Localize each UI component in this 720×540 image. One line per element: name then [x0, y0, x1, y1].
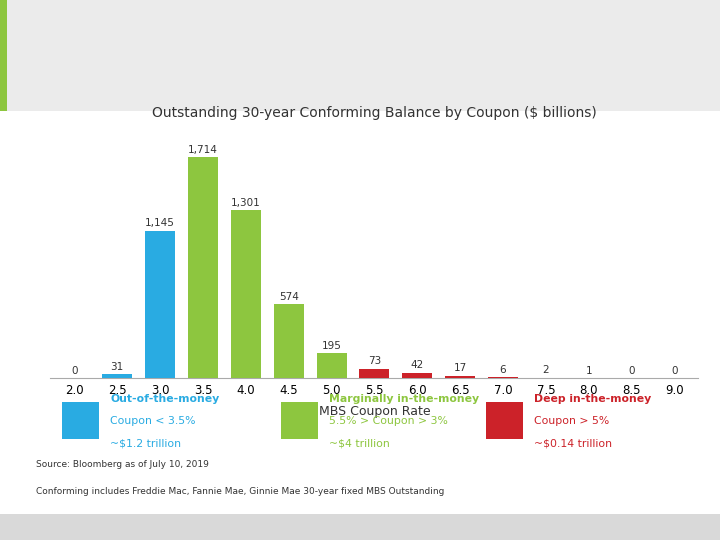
Text: 31: 31: [111, 362, 124, 372]
FancyBboxPatch shape: [487, 402, 523, 440]
Bar: [102, 374, 132, 378]
Text: Deep in-the-money: Deep in-the-money: [534, 394, 652, 403]
Text: ~$1.2 trillion: ~$1.2 trillion: [110, 438, 181, 448]
Text: 1,145: 1,145: [145, 218, 175, 228]
FancyBboxPatch shape: [281, 402, 318, 440]
Text: ~$0.14 trillion: ~$0.14 trillion: [534, 438, 612, 448]
X-axis label: MBS Coupon Rate: MBS Coupon Rate: [318, 405, 431, 418]
Text: Conforming includes Freddie Mac, Fannie Mae, Ginnie Mae 30-year fixed MBS Outsta: Conforming includes Freddie Mac, Fannie …: [36, 487, 444, 496]
Bar: [274, 304, 304, 378]
Bar: [145, 231, 175, 378]
Text: 17: 17: [454, 363, 467, 374]
Bar: [402, 373, 432, 378]
FancyBboxPatch shape: [63, 402, 99, 440]
Text: ~$4 trillion: ~$4 trillion: [329, 438, 390, 448]
Text: 0: 0: [71, 366, 78, 376]
Text: 1,301: 1,301: [231, 198, 261, 208]
Text: 0: 0: [629, 366, 635, 376]
Text: Coupon < 3.5%: Coupon < 3.5%: [110, 416, 196, 426]
Text: Source: Bloomberg as of July 10, 2019: Source: Bloomberg as of July 10, 2019: [36, 460, 209, 469]
Text: 5.5% > Coupon > 3%: 5.5% > Coupon > 3%: [329, 416, 448, 426]
Text: Mac: Mac: [601, 43, 648, 63]
Text: 1,714: 1,714: [188, 145, 218, 155]
Text: Marginally in-the-money: Marginally in-the-money: [329, 394, 479, 403]
Text: Coupon > 5%: Coupon > 5%: [534, 416, 609, 426]
Bar: [445, 376, 475, 378]
Bar: [488, 377, 518, 378]
Text: 1: 1: [585, 366, 592, 375]
Text: Outstanding 30-year Conforming Balance by Coupon ($ billions): Outstanding 30-year Conforming Balance b…: [152, 106, 597, 120]
Bar: [359, 369, 390, 378]
Text: 0: 0: [671, 366, 678, 376]
Text: Len Kiefer, Economic and Housing Research: Len Kiefer, Economic and Housing Researc…: [14, 523, 214, 531]
Text: 195: 195: [322, 341, 341, 350]
Text: 6: 6: [500, 365, 506, 375]
Text: Freddie: Freddie: [529, 43, 618, 63]
Text: 574: 574: [279, 292, 299, 302]
Text: © Freddie Mac    1: © Freddie Mac 1: [622, 523, 706, 531]
Bar: [317, 353, 346, 378]
Text: 42: 42: [410, 360, 424, 370]
Bar: [188, 157, 218, 378]
Text: Mortgage rates falling below 4% moves as much
as $4 trillion in-the-money for a : Mortgage rates falling below 4% moves as…: [13, 29, 504, 71]
Text: ^: ^: [559, 10, 577, 30]
Text: 2: 2: [542, 366, 549, 375]
Text: 73: 73: [368, 356, 381, 366]
Bar: [231, 211, 261, 378]
Text: Out-of-the-money: Out-of-the-money: [110, 394, 220, 403]
